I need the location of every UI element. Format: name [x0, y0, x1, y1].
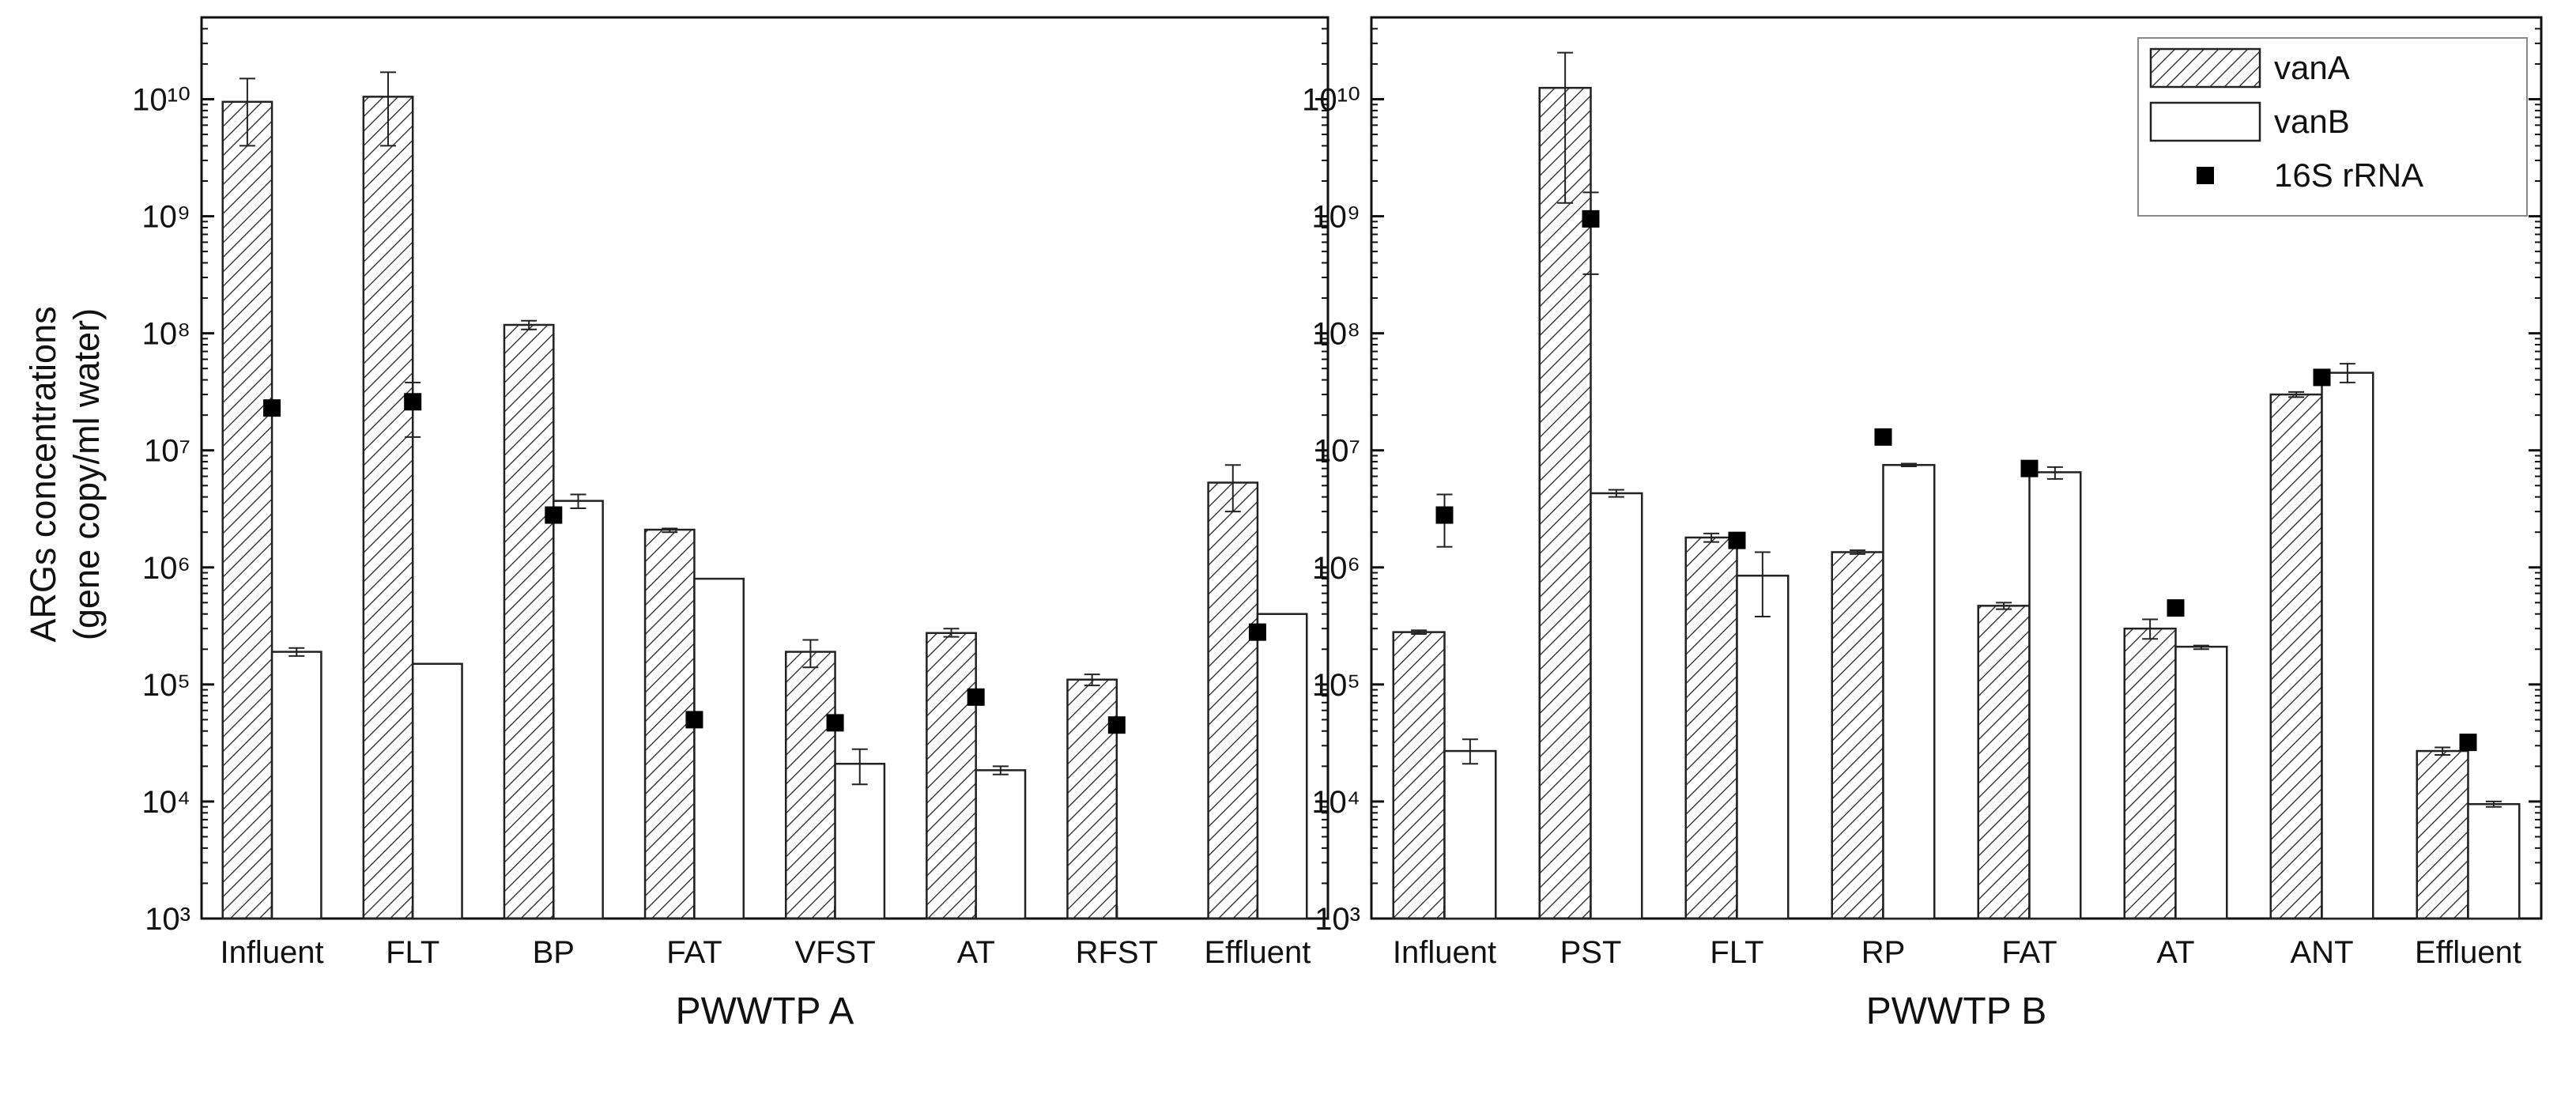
marker-16S-rRNA [1107, 716, 1126, 734]
x-tick-label: RP [1861, 935, 1906, 970]
bar-vanB [834, 762, 886, 920]
x-tick-label: AT [957, 935, 995, 970]
bar-vanB [411, 662, 463, 920]
marker-16S-rRNA [685, 711, 703, 729]
chart-panel-a: 10³ 10⁴ 10⁵ 10⁶ 10⁷ 10⁸ 10⁹ 10¹⁰ Influent FLT BP FA… [132, 16, 1329, 1032]
y-tick-label: 10¹⁰ [132, 82, 190, 117]
bar-vanA [362, 96, 414, 920]
chart-panel-b: 10³ 10⁴ 10⁵ 10⁶ 10⁷ 10⁸ 10⁹ 10¹⁰ Influent PST FLT R… [1302, 16, 2543, 1032]
y-tick-label: 10⁵ [142, 668, 190, 703]
bar-vanA [1066, 678, 1118, 920]
y-tick-label: 10⁶ [142, 551, 190, 586]
y-tick-label: 10³ [1314, 902, 1360, 937]
marker-16S-rRNA [2459, 734, 2477, 752]
x-tick-label: Effluent [2415, 935, 2521, 970]
marker-16S-rRNA [2020, 459, 2039, 477]
x-tick-label: Effluent [1204, 935, 1311, 970]
legend-swatch-vanB [2149, 101, 2261, 142]
bar-vanA [503, 323, 555, 920]
bar-vanB [270, 651, 322, 920]
y-tick-label: 10¹⁰ [1302, 82, 1360, 117]
x-tick-label: ANT [2291, 935, 2354, 970]
x-tick-label: PST [1560, 935, 1622, 970]
bar-vanB [1590, 492, 1643, 920]
bar-vanB [2174, 645, 2228, 920]
y-tick-label: 10⁴ [1311, 785, 1360, 820]
y-axis-label-units: (gene copy/ml water) [66, 308, 107, 640]
bar-vanA [221, 100, 273, 920]
x-tick-label: BP [533, 935, 575, 970]
bar-vanB [2028, 471, 2082, 920]
x-tick-label: AT [2156, 935, 2194, 970]
x-tick-label: RFST [1076, 935, 1158, 970]
marker-16S-rRNA [1874, 428, 1892, 446]
legend-swatch-vanA [2149, 47, 2261, 89]
marker-16S-rRNA [545, 506, 563, 524]
x-tick-label: FLT [386, 935, 439, 970]
marker-16S-rRNA [2167, 599, 2185, 617]
y-tick-label: 10⁷ [144, 434, 190, 469]
bar-vanA [1392, 631, 1446, 920]
bar-vanB [1882, 463, 1936, 920]
bar-vanA [2123, 627, 2177, 920]
marker-16S-rRNA [404, 393, 422, 411]
x-axis-title: PWWTP B [1866, 990, 2046, 1032]
y-tick-label: 10⁴ [141, 785, 190, 820]
y-tick-label: 10⁸ [142, 317, 190, 352]
marker-16S-rRNA [1248, 623, 1266, 641]
y-tick-label: 10⁷ [1314, 434, 1360, 469]
y-tick-label: 10⁹ [141, 200, 190, 235]
x-axis-title: PWWTP A [676, 990, 854, 1032]
legend-swatch-16S [2197, 167, 2214, 184]
y-tick-label: 10⁵ [1312, 668, 1360, 703]
legend: vanA vanB 16S rRNA [2137, 37, 2528, 217]
x-tick-label: FLT [1710, 935, 1763, 970]
bar-vanA [926, 632, 977, 920]
x-tick-label: VFST [794, 935, 875, 970]
bar-vanB [2467, 802, 2521, 920]
bar-vanB [553, 500, 604, 920]
bar-vanB [1736, 574, 1790, 920]
x-tick-label: FAT [666, 935, 722, 970]
legend-label: 16S rRNA [2274, 157, 2423, 194]
marker-16S-rRNA [1582, 209, 1600, 228]
marker-16S-rRNA [263, 399, 281, 417]
bar-vanA [1977, 605, 2031, 920]
bar-vanA [1831, 551, 1884, 920]
marker-16S-rRNA [2313, 368, 2331, 387]
bar-vanB [693, 577, 745, 920]
y-axis-label: ARGs concentrations [23, 306, 63, 642]
legend-label: vanA [2274, 49, 2350, 86]
marker-16S-rRNA [967, 688, 985, 706]
marker-16S-rRNA [826, 714, 844, 732]
y-tick-label: 10³ [145, 902, 190, 937]
x-tick-label: FAT [2001, 935, 2057, 970]
x-tick-label: Influent [220, 935, 323, 970]
marker-16S-rRNA [1728, 531, 1746, 549]
bar-vanB [975, 769, 1027, 920]
x-tick-label: Influent [1393, 935, 1496, 970]
bar-vanA [1684, 536, 1738, 920]
bar-vanA [1207, 481, 1259, 920]
y-tick-label: 10⁶ [1312, 551, 1360, 586]
bar-vanA [2269, 393, 2323, 920]
marker-16S-rRNA [1435, 506, 1454, 524]
y-tick-label: 10⁸ [1312, 317, 1360, 352]
legend-label: vanB [2274, 103, 2350, 140]
y-tick-label: 10⁹ [1311, 200, 1360, 235]
bar-vanA [784, 651, 836, 920]
bar-vanB [1443, 749, 1497, 920]
bar-vanB [1256, 613, 1308, 920]
bar-vanB [2321, 372, 2374, 920]
bar-vanA [2416, 749, 2469, 920]
